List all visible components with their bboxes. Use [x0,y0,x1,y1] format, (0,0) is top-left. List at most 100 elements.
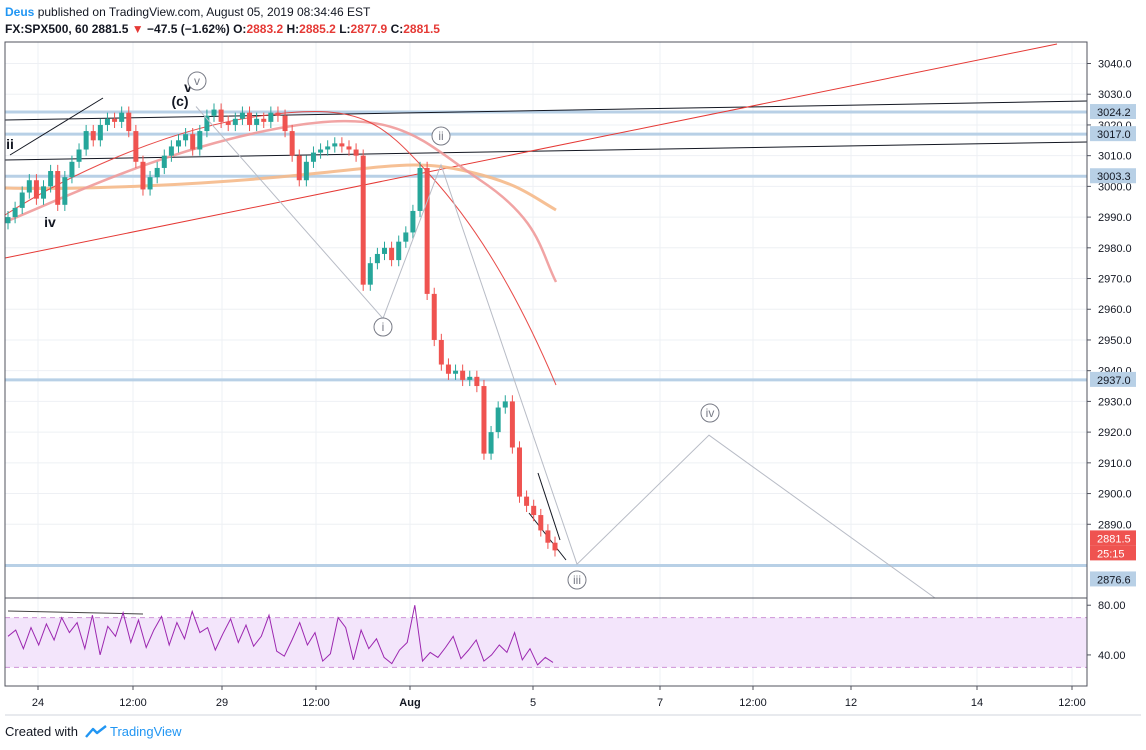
axis-price-labels: 3024.2 3017.0 3003.3 2937.0 2876.6 2881.5 25:1… [1090,104,1136,587]
candle-body [19,192,25,208]
candle-body [197,131,203,150]
candle-body [467,376,473,380]
candle-body [488,432,494,454]
wave-label-i: i [382,320,385,334]
candle-body [410,210,416,233]
candle-body [147,177,153,190]
last-price: 2881.5 [91,22,129,36]
wave-label-circle [431,126,451,146]
candle-body [481,386,487,454]
candle-body [289,131,295,156]
price-axis[interactable]: 3040.03030.03020.03010.03000.02990.02980… [1087,59,1132,532]
candle-body [112,118,118,122]
x-tick-label: 12:00 [119,697,147,709]
y-tick-label: 2990.0 [1098,212,1132,224]
trendline-lower [4,141,1088,161]
candle-body [161,155,167,168]
author-name[interactable]: Deus [5,5,35,19]
rsi-band [5,617,1087,668]
x-tick-label: 7 [657,697,663,709]
rsi-line [7,605,554,666]
moving-averages [4,110,558,386]
high-label: H: [286,22,300,36]
rsi-tick-label: 40.00 [1098,650,1126,662]
wave-path-line [195,106,936,599]
tradingview-brand[interactable]: TradingView [110,724,182,739]
candle-body [460,370,466,380]
time-axis[interactable]: 24 12:00 29 12:00 Aug 5 7 12:00 12 14 12:00 [32,686,1086,709]
candle-body [275,112,281,116]
candle-body [445,364,451,374]
chart-frame [4,41,1141,716]
wave-label-iii: iii [573,573,581,587]
candle-body [339,143,345,147]
created-with-text: Created with [5,724,78,739]
candle-body [168,146,174,156]
rsi-tick-label: 80.00 [1098,600,1126,612]
candle-body [218,109,224,122]
candle-body [119,112,125,122]
y-tick-label: 2930.0 [1098,396,1132,408]
level-price-label-bg [1090,571,1136,587]
frame-border [4,41,1088,687]
candle-body [62,177,68,205]
y-tick-label: 2890.0 [1098,519,1132,531]
horizontal-levels [5,110,1087,567]
candle-body [545,530,551,543]
candle-body [5,217,11,224]
x-tick-label: 12:00 [1058,697,1086,709]
candle-body [69,161,75,178]
x-tick-label: Aug [399,697,420,709]
candle-body [524,496,530,506]
x-tick-label: 14 [971,697,983,709]
candle-body [154,167,160,178]
candle-body [126,112,132,132]
price-change: −47.5 (−1.62%) [147,22,230,36]
candle-body [403,232,409,242]
level-price-label-bg [1090,104,1136,120]
wave-label-circle [373,317,393,337]
candle-body [318,149,324,153]
candle-body [382,247,388,254]
candle-body [41,186,47,199]
y-tick-label: 3040.0 [1098,59,1132,71]
rsi-axis[interactable]: 80.00 40.00 [1087,600,1126,662]
candle-body [509,401,515,448]
candle-body [516,447,522,497]
x-tick-label: 12 [845,697,857,709]
wave-label-v: v [184,79,192,95]
y-tick-label: 2980.0 [1098,243,1132,255]
y-tick-label: 3000.0 [1098,181,1132,193]
last-price-label-bg [1090,530,1136,546]
wave-label-(c): (c) [171,93,188,109]
symbol-line: FX:SPX500, 60 2881.5 ▼ −47.5 (−1.62%) O:… [5,22,440,36]
candle-body [90,131,96,141]
close-label: C: [390,22,404,36]
ma-mid-line [4,119,558,283]
candle-body [453,370,459,374]
candle-body [225,121,231,125]
rsi-trendline [7,610,144,615]
candle-body [232,118,238,125]
tradingview-logo-icon [84,725,107,738]
open-value: 2883.2 [246,22,284,36]
wave-label-ii: ii [438,129,443,143]
countdown-label-bg [1090,545,1136,561]
candle-body [140,161,146,190]
candle-body [538,515,544,531]
symbol-name: FX:SPX500, 60 [5,22,89,36]
candle-body [261,118,267,122]
candle-body [104,118,110,125]
trendlines [4,43,1088,615]
candle-body [175,140,181,147]
candle-body [346,146,352,150]
level-price-label: 2937.0 [1097,375,1131,387]
candle-body [353,149,359,156]
published-text: published on TradingView.com, August 05,… [37,5,371,19]
x-tick-label: 24 [32,697,44,709]
candle-body [239,112,245,119]
y-tick-label: 2970.0 [1098,274,1132,286]
red-channel-line [4,43,1058,259]
